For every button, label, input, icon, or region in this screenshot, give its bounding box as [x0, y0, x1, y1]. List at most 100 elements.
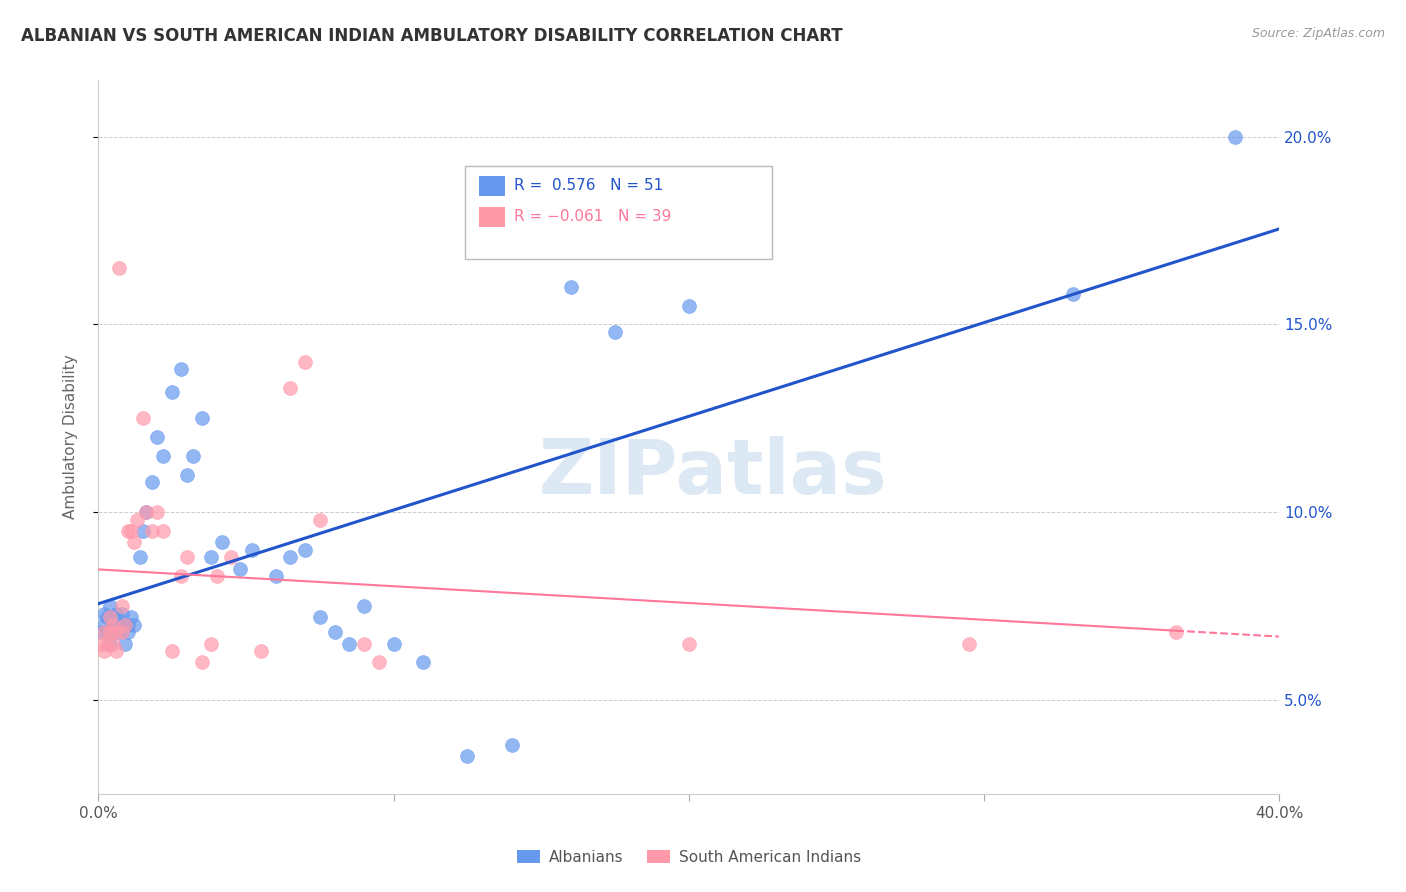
Point [323, 625, 346, 640]
Point [501, 738, 523, 752]
Point [229, 561, 252, 575]
Point [162, 644, 183, 658]
Point [250, 644, 273, 658]
Point [353, 599, 375, 613]
Point [294, 542, 316, 557]
Text: ALBANIAN VS SOUTH AMERICAN INDIAN AMBULATORY DISABILITY CORRELATION CHART: ALBANIAN VS SOUTH AMERICAN INDIAN AMBULA… [21, 27, 842, 45]
Point [96, 637, 118, 651]
Point [117, 524, 139, 538]
Point [170, 569, 193, 583]
Point [382, 637, 405, 651]
Point [103, 637, 125, 651]
Point [240, 542, 263, 557]
Text: ZIPatlas: ZIPatlas [538, 436, 887, 509]
Point [103, 618, 125, 632]
Point [368, 656, 391, 670]
Point [111, 622, 134, 636]
Point [98, 610, 121, 624]
Point [93, 618, 115, 632]
Point [200, 550, 222, 565]
Point [200, 637, 222, 651]
Point [264, 569, 287, 583]
Point [1062, 287, 1084, 301]
Point [93, 625, 115, 640]
Point [309, 610, 332, 624]
Point [162, 384, 183, 399]
Point [117, 618, 139, 632]
Point [132, 524, 155, 538]
Point [105, 644, 128, 658]
Point [120, 610, 142, 624]
Point [108, 625, 131, 640]
Point [108, 261, 131, 276]
Point [90, 637, 112, 651]
Point [353, 637, 375, 651]
Point [560, 280, 582, 294]
Point [108, 614, 131, 628]
Point [128, 550, 150, 565]
Bar [464, 166, 772, 259]
Point [170, 362, 193, 376]
Point [120, 524, 142, 538]
Point [211, 535, 233, 549]
Text: R =  0.576   N = 51: R = 0.576 N = 51 [515, 178, 664, 194]
Text: R = −0.061   N = 39: R = −0.061 N = 39 [515, 209, 672, 224]
Y-axis label: Ambulatory Disability: Ambulatory Disability [63, 355, 77, 519]
Point [103, 622, 125, 636]
Point [96, 610, 118, 624]
Point [98, 599, 121, 613]
Point [98, 637, 121, 651]
Point [103, 618, 125, 632]
Point [141, 475, 163, 490]
Point [678, 299, 700, 313]
Point [98, 625, 121, 640]
Point [678, 637, 700, 651]
Point [93, 607, 115, 621]
Point [1166, 625, 1188, 640]
Legend: Albanians, South American Indians: Albanians, South American Indians [517, 850, 860, 864]
Point [457, 749, 479, 764]
Point [93, 644, 115, 658]
Bar [478, 176, 505, 196]
Point [90, 625, 112, 640]
Point [176, 550, 198, 565]
Point [412, 656, 434, 670]
Point [132, 411, 155, 425]
Point [152, 524, 174, 538]
Point [280, 381, 302, 395]
Text: Source: ZipAtlas.com: Source: ZipAtlas.com [1251, 27, 1385, 40]
Point [191, 411, 214, 425]
Point [105, 607, 128, 621]
Point [176, 467, 198, 482]
Point [114, 618, 136, 632]
Point [96, 625, 118, 640]
Point [122, 535, 145, 549]
Point [135, 505, 157, 519]
Point [280, 550, 302, 565]
Point [105, 625, 128, 640]
Point [205, 569, 228, 583]
Point [309, 513, 332, 527]
Point [111, 599, 134, 613]
Point [146, 505, 169, 519]
Point [294, 355, 316, 369]
Point [117, 625, 139, 640]
Point [191, 656, 214, 670]
Point [114, 637, 136, 651]
Point [111, 625, 134, 640]
Point [221, 550, 243, 565]
Point [125, 513, 148, 527]
Point [605, 325, 627, 339]
Point [105, 625, 128, 640]
Bar [478, 207, 505, 227]
Point [152, 449, 174, 463]
Point [339, 637, 361, 651]
Point [959, 637, 981, 651]
Point [181, 449, 204, 463]
Point [135, 505, 157, 519]
Point [111, 607, 134, 621]
Point [1225, 129, 1247, 144]
Point [146, 430, 169, 444]
Point [141, 524, 163, 538]
Point [122, 618, 145, 632]
